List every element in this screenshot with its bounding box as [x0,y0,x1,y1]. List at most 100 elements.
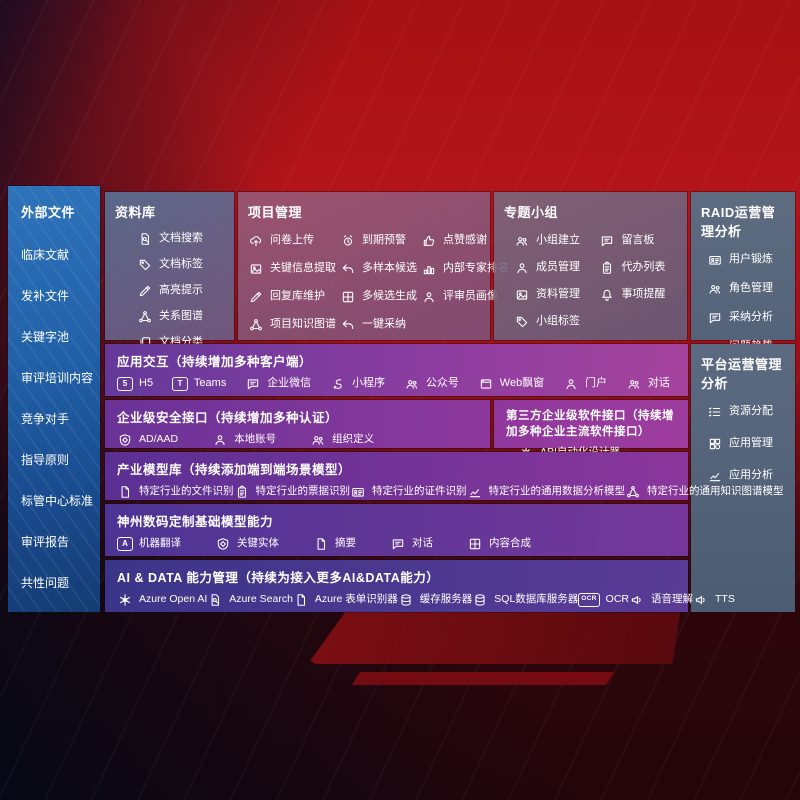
feature-label: 共性问题 [21,575,70,590]
ai-data-capability: SQL数据库服务器 [472,592,578,607]
feature-label: Web飘窗 [499,377,545,390]
feature-label: Teams [193,377,227,390]
db-icon [398,592,414,607]
doc-icon [117,484,133,499]
idcard-icon [350,484,366,499]
platform-analysis-title: 平台运营管理分析 [701,357,783,391]
feature-label: 缓存服务器 [419,592,473,605]
image-icon [514,287,530,302]
people-icon [626,376,642,391]
scurve-icon [330,376,346,391]
ocr-icon: OCR [578,592,600,607]
feature-label: 关系图谱 [159,310,203,323]
feature-label: 企业微信 [267,377,312,390]
searchdoc-icon [137,231,153,246]
topic-feature: 小组标签 [514,314,595,329]
sidebar-item: 指导原则 [21,453,94,467]
window-icon [478,376,494,391]
topic-feature: 资料管理 [514,287,595,302]
tag-icon [137,257,153,272]
app-interaction-title: 应用交互（持续增加多种客户端） [117,355,313,369]
client-channel: T Teams [171,376,227,391]
external-files-title: 外部文件 [21,205,76,220]
feature-label: 竞争对手 [21,411,70,426]
feature-label: 关键实体 [237,536,279,549]
image-icon [248,261,264,276]
feature-label: Azure Search [229,592,293,605]
people-icon [404,376,420,391]
feature-label: 资源分配 [729,405,773,418]
platform-feature: 资源分配 [707,404,785,419]
feature-label: 点赞感谢 [443,234,487,247]
feature-label: 回复库维护 [270,290,325,303]
person-icon [421,289,437,304]
thirdparty-feature: API自动化设计器 [518,445,620,460]
feature-label: 特定行业的证件识别 [372,484,467,497]
cloud-icon [248,233,264,248]
project-feature: 一键采纳 [340,317,417,332]
model-capability: 内容合成 [467,536,531,551]
security-interface-title: 企业级安全接口（持续增加多种认证） [117,411,339,425]
repository-feature: 文档标签 [137,257,224,272]
bell-icon [599,287,615,302]
rank-icon [421,261,437,276]
feature-label: 特定行业的文件识别 [139,484,234,497]
feature-label: 代办列表 [621,261,666,274]
network-icon [137,309,153,324]
feature-label: 小组建立 [536,234,580,247]
industry-model-band: 产业模型库（持续添加端到端场景模型） 特定行业的文件识别 特定行业的票据识别 特定行… [105,452,784,500]
person-icon [212,432,228,447]
feature-label: 文档搜索 [159,232,203,245]
client-channel: 企业微信 [245,376,311,391]
topic-feature: 留言板 [599,233,677,248]
feature-label: 内部专家排名 [443,262,509,275]
feature-label: 公众号 [425,377,459,390]
chat-icon [390,536,406,551]
person-icon [514,260,530,275]
model-capability: 摘要 [313,536,356,551]
client-channel: 门户 [563,376,607,391]
chart-icon [467,484,483,499]
ai-data-capability: Azure Open AI [117,592,207,607]
repository-feature: 文档搜索 [137,231,224,246]
raid-analysis-title: RAID运营管理分析 [701,205,776,239]
pen-icon [137,283,153,298]
project-management-title: 项目管理 [248,205,303,220]
auth-method: 组织定义 [310,432,374,447]
people-icon [310,432,326,447]
chart-icon [707,468,723,483]
ai-data-capability: Azure 表单识别器 [293,592,398,607]
feature-label: 高亮提示 [159,284,203,297]
pen-icon [248,289,264,304]
feature-label: 关键字池 [21,329,70,344]
feature-label: 采纳分析 [729,311,773,324]
shield-icon [215,536,231,551]
client-channel: 小程序 [330,376,385,391]
feature-label: TTS [715,592,735,605]
topic-group-panel: 专题小组 小组建立 留言板 成员管理 代办列表 资料管理 事项提醒 小组标签 [494,192,687,340]
db-icon [472,592,488,607]
thumb-icon [421,233,437,248]
sidebar-item: 发补文件 [21,289,94,303]
undo-icon [340,261,356,276]
feature-label: 项目知识图谱 [270,318,336,331]
h5-icon: 5 [117,376,133,391]
industry-model: 特定行业的文件识别 [117,484,234,499]
feature-label: 角色管理 [729,282,773,295]
feature-label: 组织定义 [332,432,375,445]
platform-feature: 应用管理 [707,436,785,451]
monitor-stand-base-shape [352,672,614,685]
ai-data-capability: Azure Search [207,592,293,607]
monitor-stand-shape [308,612,680,664]
sidebar-item: 竞争对手 [21,412,94,426]
puzzle-icon [467,536,483,551]
network-icon [248,317,264,332]
feature-label: 问卷上传 [270,234,314,247]
feature-label: 小程序 [352,377,386,390]
people-icon [514,233,530,248]
clipboard-icon [234,484,250,499]
industry-model: 特定行业的证件识别 [350,484,467,499]
platform-analysis-panel: 平台运营管理分析 资源分配 应用管理 应用分析 [691,344,795,612]
sidebar-item: 审评报告 [21,535,94,549]
sidebar-item: 临床文献 [21,248,94,262]
